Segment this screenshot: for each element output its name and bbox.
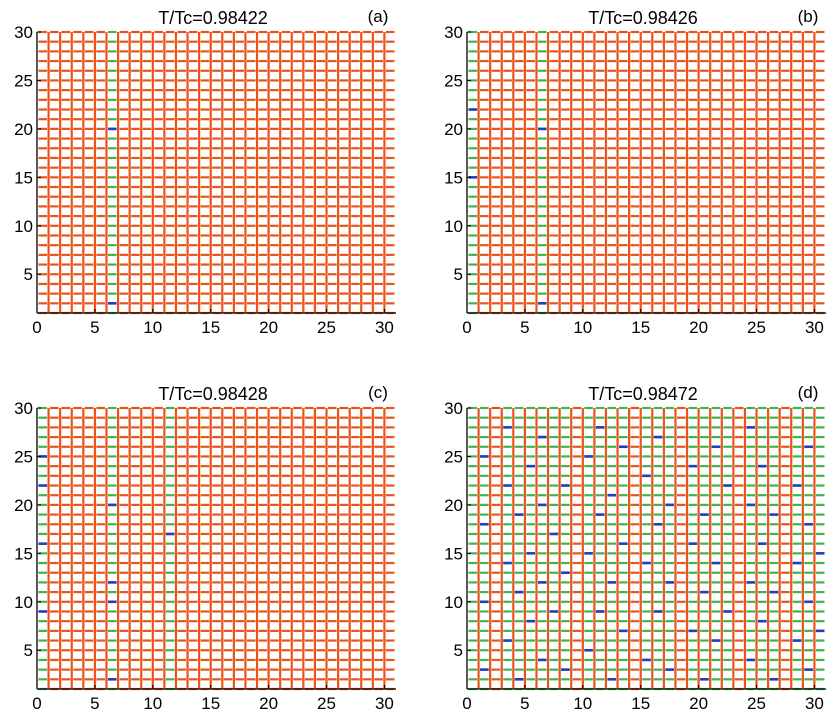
lattice bbox=[38, 406, 395, 691]
x-tick-label: 20 bbox=[259, 694, 278, 713]
x-tick-label: 0 bbox=[462, 318, 471, 337]
y-tick-label: 5 bbox=[454, 641, 463, 660]
x-tick-label: 15 bbox=[201, 318, 220, 337]
x-tick-label: 10 bbox=[573, 318, 592, 337]
x-tick-label: 10 bbox=[143, 318, 162, 337]
y-tick-label: 5 bbox=[24, 641, 33, 660]
panel-label: (b) bbox=[798, 7, 819, 26]
x-tick-label: 10 bbox=[143, 694, 162, 713]
panel-title: T/Tc=0.98426 bbox=[588, 8, 698, 28]
x-tick-label: 5 bbox=[520, 318, 529, 337]
x-tick-label: 30 bbox=[805, 694, 824, 713]
x-tick-label: 10 bbox=[573, 694, 592, 713]
y-tick-label: 30 bbox=[14, 23, 33, 42]
lattice bbox=[468, 30, 825, 315]
y-tick-label: 20 bbox=[444, 496, 463, 515]
y-tick-label: 15 bbox=[444, 168, 463, 187]
panel-c: T/Tc=0.98428 (c) 0 5 10 15 20 25 30 5 10 15 20 25 30 bbox=[14, 383, 396, 713]
panel-title: T/Tc=0.98428 bbox=[158, 384, 268, 404]
x-tick-label: 0 bbox=[32, 694, 41, 713]
panel-d: T/Tc=0.98472 (d) 0 5 10 15 20 25 30 5 10 15 20 25 30 bbox=[444, 383, 826, 713]
y-tick-label: 20 bbox=[14, 120, 33, 139]
panel-b: T/Tc=0.98426 (b) 0 5 10 15 20 25 30 5 10 15 20 25 30 bbox=[444, 7, 826, 337]
y-tick-label: 10 bbox=[444, 593, 463, 612]
x-tick-label: 0 bbox=[462, 694, 471, 713]
x-tick-label: 15 bbox=[631, 694, 650, 713]
y-tick-label: 25 bbox=[14, 447, 33, 466]
x-tick-label: 25 bbox=[747, 318, 766, 337]
lattice bbox=[468, 406, 825, 691]
y-tick-label: 15 bbox=[14, 544, 33, 563]
y-tick-label: 15 bbox=[444, 544, 463, 563]
x-tick-label: 5 bbox=[90, 694, 99, 713]
x-tick-label: 20 bbox=[689, 694, 708, 713]
panel-label: (d) bbox=[798, 383, 819, 402]
y-tick-label: 20 bbox=[14, 496, 33, 515]
x-tick-label: 25 bbox=[317, 694, 336, 713]
y-tick-label: 30 bbox=[444, 23, 463, 42]
x-tick-label: 20 bbox=[689, 318, 708, 337]
x-tick-label: 30 bbox=[375, 318, 394, 337]
y-tick-label: 5 bbox=[24, 265, 33, 284]
x-tick-label: 25 bbox=[317, 318, 336, 337]
x-tick-label: 20 bbox=[259, 318, 278, 337]
panel-title: T/Tc=0.98422 bbox=[158, 8, 268, 28]
x-tick-label: 30 bbox=[805, 318, 824, 337]
x-tick-label: 0 bbox=[32, 318, 41, 337]
panel-a: T/Tc=0.98422 (a) 0 5 10 15 20 25 30 5 10 15 20 25 30 bbox=[14, 7, 396, 337]
x-tick-label: 5 bbox=[90, 318, 99, 337]
y-tick-label: 5 bbox=[454, 265, 463, 284]
panel-title: T/Tc=0.98472 bbox=[588, 384, 698, 404]
y-tick-label: 25 bbox=[444, 447, 463, 466]
x-tick-label: 15 bbox=[201, 694, 220, 713]
x-tick-label: 25 bbox=[747, 694, 766, 713]
y-tick-label: 10 bbox=[444, 217, 463, 236]
x-tick-label: 30 bbox=[375, 694, 394, 713]
y-tick-label: 25 bbox=[444, 71, 463, 90]
panel-label: (a) bbox=[368, 7, 389, 26]
y-tick-label: 20 bbox=[444, 120, 463, 139]
y-tick-label: 10 bbox=[14, 217, 33, 236]
y-tick-label: 30 bbox=[444, 399, 463, 418]
y-tick-label: 30 bbox=[14, 399, 33, 418]
x-tick-label: 5 bbox=[520, 694, 529, 713]
lattice bbox=[38, 30, 395, 315]
panel-label: (c) bbox=[368, 383, 388, 402]
y-tick-label: 25 bbox=[14, 71, 33, 90]
y-tick-label: 10 bbox=[14, 593, 33, 612]
y-tick-label: 15 bbox=[14, 168, 33, 187]
x-tick-label: 15 bbox=[631, 318, 650, 337]
